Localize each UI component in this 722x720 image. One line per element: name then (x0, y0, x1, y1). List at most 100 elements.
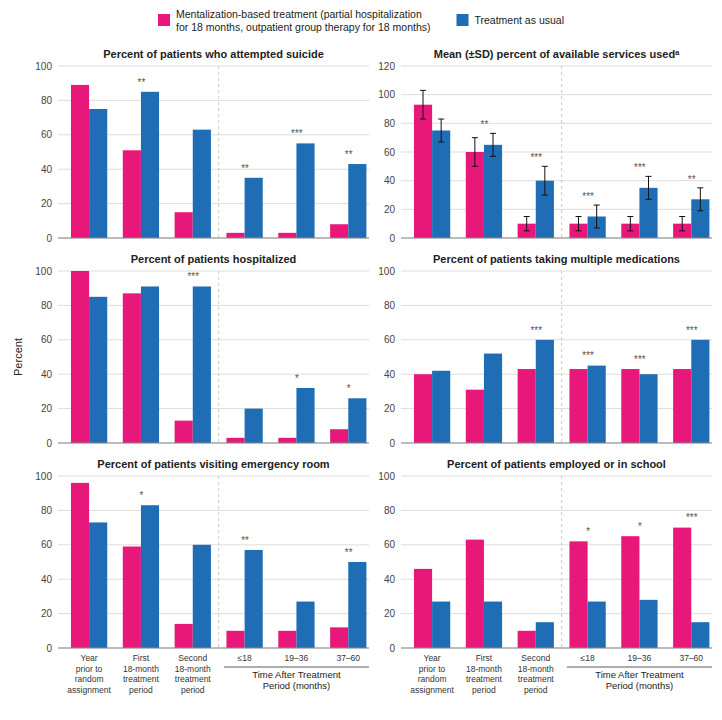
y-tick-label: 60 (384, 147, 396, 158)
grid-line (58, 648, 369, 649)
x-axis-line (401, 648, 712, 649)
grid-line (58, 476, 369, 477)
y-tick-label: 0 (389, 438, 395, 449)
significance-marker: *** (582, 350, 595, 361)
significance-marker: *** (634, 354, 647, 365)
y-tick-label: 20 (384, 204, 396, 215)
text-line: 37–60 (336, 653, 360, 663)
panel-title: Percent of patients hospitalized (131, 253, 297, 265)
bar (193, 545, 211, 648)
bar (226, 438, 244, 443)
bar (621, 369, 639, 443)
text-line: Mentalization-based treatment (partial h… (176, 8, 422, 20)
error-bar (542, 166, 548, 195)
text-line: 19–36 (628, 653, 652, 663)
y-tick-label: 100 (35, 471, 52, 482)
panel-title: Percent of patients who attempted suicid… (103, 48, 324, 60)
error-cap (438, 119, 444, 120)
bar (536, 340, 554, 443)
bar (432, 131, 450, 239)
bar (71, 85, 89, 238)
y-tick-label: 40 (41, 164, 53, 175)
error-bar (472, 138, 478, 167)
y-tick-label: 60 (41, 334, 53, 345)
legend-swatch (456, 14, 468, 26)
bar (414, 569, 432, 648)
x-axis-line (401, 238, 712, 239)
bar (518, 369, 536, 443)
bar (588, 602, 606, 648)
error-cap (594, 205, 600, 206)
significance-marker: *** (291, 128, 304, 139)
x-tick-label: ≤18 (581, 653, 595, 663)
grid-line (401, 94, 712, 95)
error-cap (420, 119, 426, 120)
bar (639, 374, 657, 443)
error-stem (630, 217, 631, 231)
text-line: 18-month (466, 664, 502, 674)
text-line: treatment (123, 674, 160, 684)
error-stem (544, 166, 545, 195)
bar (226, 233, 244, 238)
grid-line (401, 476, 712, 477)
bar (691, 622, 709, 648)
error-stem (493, 133, 494, 156)
text-line: treatment (518, 674, 555, 684)
panel-title: Percent of patients visiting emergency r… (97, 458, 330, 470)
text-line: Period (months) (263, 680, 331, 691)
x-axis-line (58, 443, 369, 444)
y-tick-label: 80 (384, 300, 396, 311)
text-line: 37–60 (679, 653, 703, 663)
grid-line (58, 271, 369, 272)
bar (330, 627, 348, 648)
error-bar (524, 217, 530, 231)
significance-marker: *** (582, 191, 595, 202)
y-tick-label: 20 (384, 403, 396, 414)
error-stem (648, 176, 649, 199)
significance-marker: *** (634, 162, 647, 173)
significance-marker: ** (137, 77, 146, 88)
text-line: 19–36 (285, 653, 309, 663)
bar (518, 631, 536, 648)
significance-marker: *** (530, 325, 543, 336)
marks (414, 528, 709, 648)
significance-marker: * (637, 521, 642, 532)
significance-marker: * (139, 490, 144, 501)
x-tick-label: First18-monthtreatmentperiod (123, 653, 160, 695)
group-bracket (224, 667, 369, 668)
bar (536, 622, 554, 648)
error-cap (438, 141, 444, 142)
panel-title: Percent of patients taking multiple medi… (433, 253, 680, 265)
text-line: period (524, 685, 548, 695)
bar (175, 212, 193, 238)
text-line: assignment (410, 685, 454, 695)
error-bar (594, 205, 600, 228)
grid-line (401, 510, 712, 511)
grid-line (58, 443, 369, 444)
y-tick-label: 60 (41, 539, 53, 550)
group-separator (218, 66, 219, 238)
grid-line (58, 238, 369, 239)
text-line: for 18 months, outpatient group therapy … (176, 21, 430, 33)
y-tick-label: 20 (41, 608, 53, 619)
bar (569, 541, 587, 648)
error-bar (490, 133, 496, 156)
marks (414, 340, 709, 443)
grid-line (401, 648, 712, 649)
panel: Percent of patients who attempted suicid… (35, 48, 369, 244)
group-separator (218, 476, 219, 648)
y-tick-label: 80 (41, 300, 53, 311)
grid-line (401, 339, 712, 340)
grid-line (401, 271, 712, 272)
bar (673, 528, 691, 648)
x-tick-label: Second18-monthtreatmentperiod (518, 653, 555, 695)
y-tick-label: 60 (384, 539, 396, 550)
grid-line (401, 305, 712, 306)
error-stem (441, 119, 442, 142)
text-line: random (418, 674, 447, 684)
error-stem (578, 217, 579, 231)
text-line: First (476, 653, 493, 663)
text-line: Time After Treatment (252, 669, 341, 680)
error-bar (438, 119, 444, 142)
bar (193, 286, 211, 443)
